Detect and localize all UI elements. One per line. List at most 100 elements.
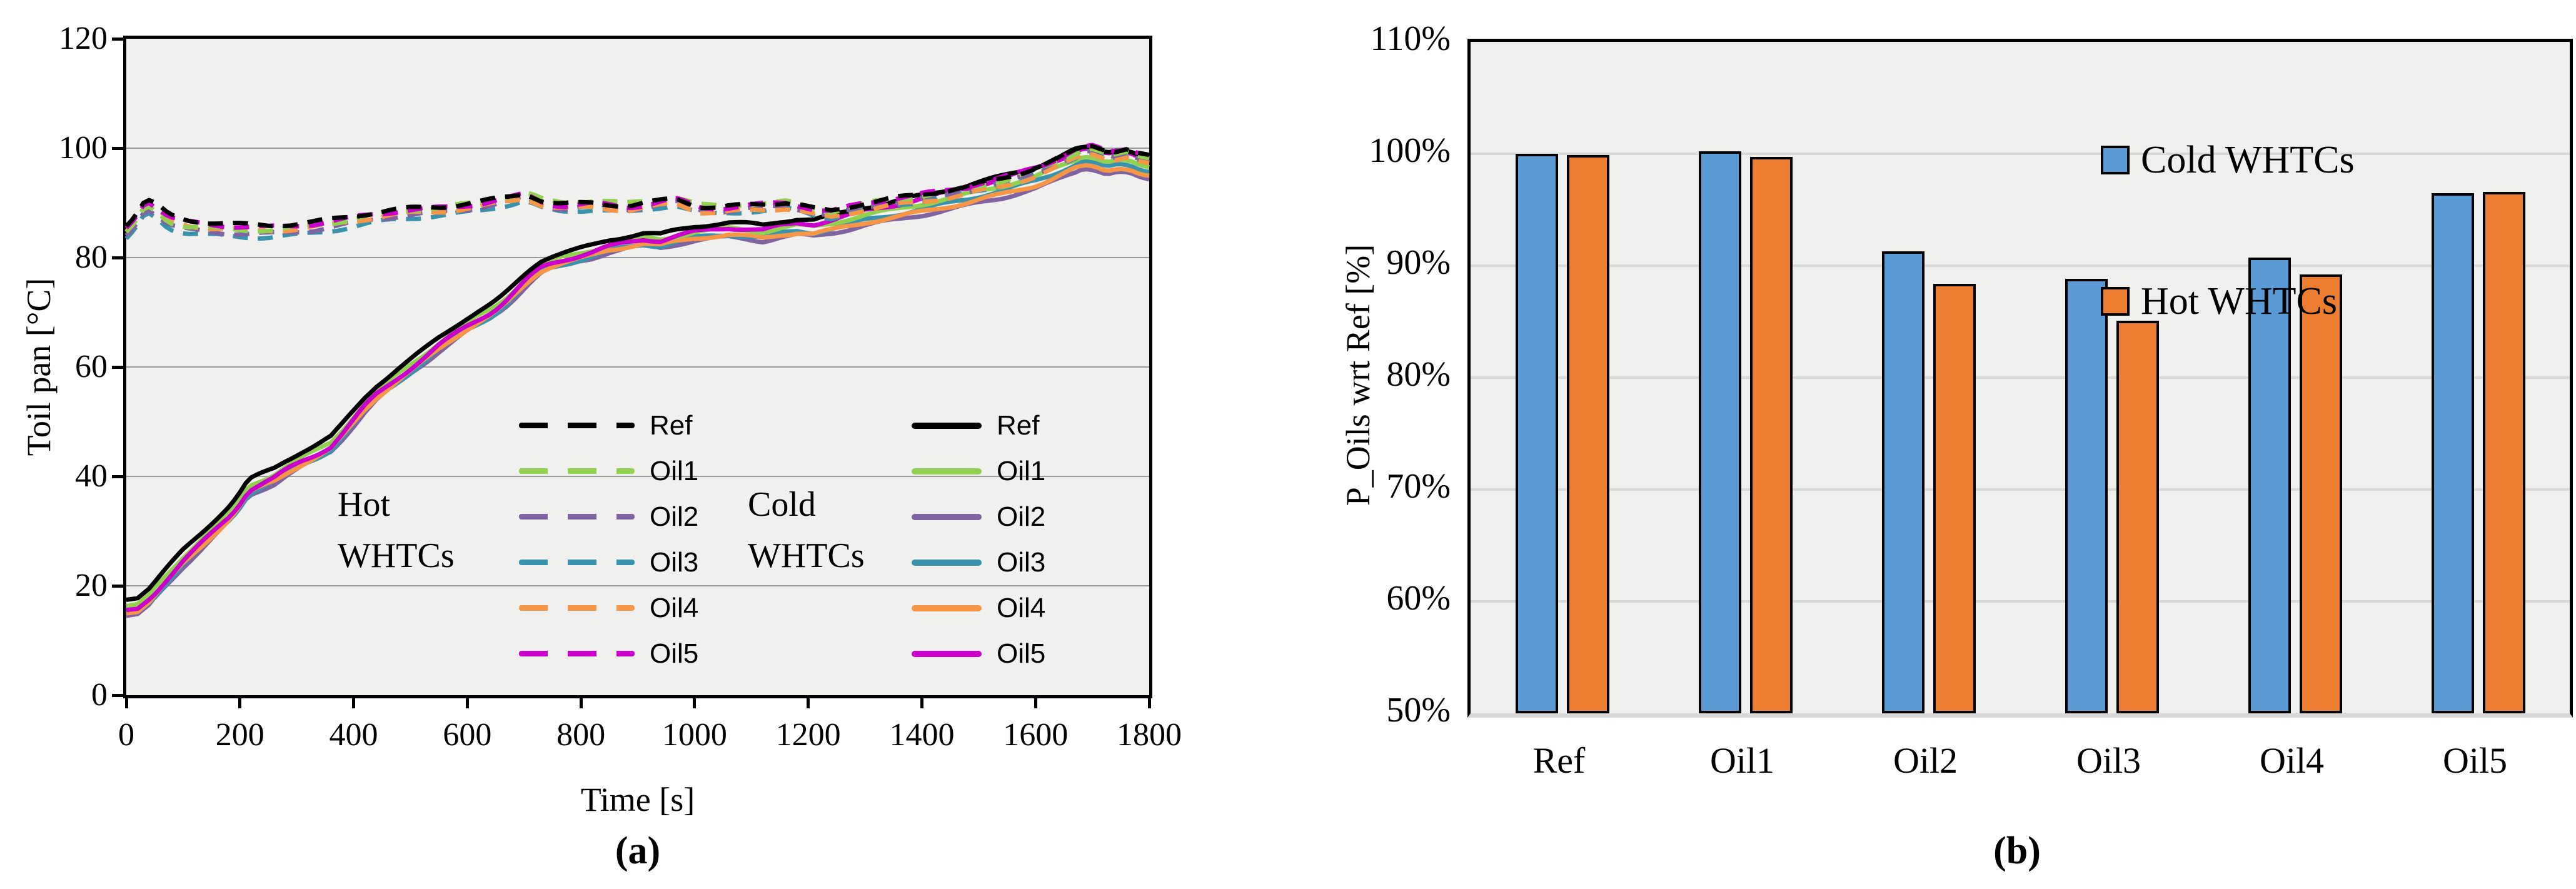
panel-b-caption: (b) — [1993, 830, 2041, 872]
legend-label: Oil1 — [997, 455, 1046, 486]
legend-label: Oil4 — [650, 592, 699, 623]
legend-label: Oil3 — [997, 546, 1046, 578]
panel-b-plot-area: Cold WHTCs Hot WHTCs — [1467, 39, 2573, 718]
panel-a-x-tick-mark — [238, 698, 242, 708]
dashed-line-swatch — [519, 651, 635, 656]
panel-a-y-tick-mark — [112, 365, 123, 369]
panel-a-x-tick-mark — [579, 698, 583, 708]
panel-b-category-label: Oil3 — [2076, 740, 2141, 781]
bar-cold-oil3 — [2065, 279, 2108, 713]
bar-cold-oil2 — [1881, 251, 1924, 713]
dashed-line-swatch — [519, 423, 635, 428]
legend-label: Oil2 — [650, 501, 699, 532]
panel-a-x-tick-mark — [1034, 698, 1037, 708]
panel-a-x-tick-mark — [693, 698, 697, 708]
hot-whtcs-legend-label: Hot WHTCs — [2141, 280, 2338, 323]
panel-a-x-axis-title: Time [s] — [580, 781, 695, 818]
panel-a-y-tick-mark — [112, 584, 123, 588]
legend-row-ref: Ref — [912, 403, 1045, 448]
panel-a-caption: (a) — [615, 830, 661, 872]
bar-cold-oil4 — [2248, 258, 2291, 713]
legend-row-oil1: Oil1 — [519, 448, 698, 494]
panel-a-x-tick-mark — [124, 698, 128, 708]
dashed-line-swatch — [519, 514, 635, 520]
legend-row-oil5: Oil5 — [912, 631, 1045, 676]
panel-a-x-tick-label: 1200 — [775, 717, 841, 753]
bar-hot-oil5 — [2482, 191, 2525, 713]
panel-b-y-tick-label: 100% — [1369, 131, 1451, 170]
panel-a-y-tick-label: 80 — [75, 239, 108, 275]
legend-label: Oil5 — [650, 638, 699, 669]
bar-cold-oil1 — [1698, 151, 1741, 713]
panel-a-x-tick-label: 1600 — [1003, 717, 1069, 753]
panel-b-gridline — [1471, 488, 2570, 491]
dashed-line-swatch — [519, 560, 635, 565]
panel-a-x-tick-label: 800 — [556, 717, 606, 753]
panel-a-y-tick-mark — [112, 256, 123, 259]
bar-hot-oil3 — [2116, 320, 2159, 713]
panel-a-x-tick-label: 400 — [329, 717, 378, 753]
panel-a-y-tick-label: 20 — [75, 568, 108, 603]
panel-a-y-tick-mark — [112, 693, 123, 697]
panel-b-category-label: Oil2 — [1893, 740, 1958, 781]
panel-b-gridline — [1471, 376, 2570, 379]
panel-a-x-tick-mark — [465, 698, 469, 708]
solid-line-swatch — [912, 513, 982, 520]
panel-b-y-tick-label: 110% — [1370, 19, 1451, 58]
legend-label: Ref — [997, 409, 1040, 441]
bar-hot-oil1 — [1749, 157, 1793, 713]
bar-hot-ref — [1566, 154, 1609, 713]
panel-a-x-tick-label: 600 — [443, 717, 492, 753]
dashed-line-swatch — [519, 468, 635, 474]
legend-row-oil3: Oil3 — [912, 540, 1045, 585]
legend-label: Oil3 — [650, 546, 699, 578]
solid-line-swatch — [912, 605, 982, 611]
series-cold-oil4 — [126, 163, 1150, 616]
legend-row-oil2: Oil2 — [912, 494, 1045, 540]
panel-a-x-tick-mark — [352, 698, 356, 708]
cold-whtcs-annotation: Cold WHTCs — [748, 485, 865, 575]
dashed-line-swatch — [519, 605, 635, 611]
solid-line-swatch — [912, 559, 982, 566]
panel-b-y-tick-label: 60% — [1386, 579, 1451, 618]
panel-b-legend-hot: Hot WHTCs — [2101, 282, 2337, 321]
solid-line-swatch — [912, 468, 982, 475]
panel-b-category-label: Ref — [1532, 740, 1586, 781]
cold-whtcs-swatch — [2101, 146, 2130, 174]
solid-line-swatch — [912, 422, 982, 429]
panel-a-y-tick-label: 60 — [75, 349, 108, 384]
panel-b-category-label: Oil5 — [2442, 740, 2508, 781]
hot-whtcs-annotation: Hot WHTCs — [338, 485, 455, 575]
legend-row-oil1: Oil1 — [912, 448, 1045, 494]
panel-a-x-tick-label: 0 — [118, 717, 134, 753]
panel-b-y-tick-label: 80% — [1386, 355, 1451, 394]
panel-a-hot-legend: Ref Oil1 Oil2 Oil3 Oil4 Oil5 — [519, 403, 698, 676]
panel-a-x-tick-label: 1400 — [889, 717, 955, 753]
bar-cold-ref — [1515, 154, 1558, 713]
bar-hot-oil4 — [2299, 274, 2342, 713]
panel-a-y-tick-mark — [112, 37, 123, 41]
panel-a-line-chart — [124, 143, 1150, 618]
panel-b-y-tick-label: 70% — [1386, 467, 1451, 506]
legend-label: Oil2 — [997, 501, 1046, 532]
series-hot-ref — [124, 144, 1150, 229]
panel-a-x-tick-label: 1800 — [1117, 717, 1182, 753]
legend-label: Oil1 — [650, 455, 699, 486]
legend-row-oil3: Oil3 — [519, 540, 698, 585]
panel-b-gridline — [1471, 600, 2570, 603]
bar-hot-oil2 — [1933, 283, 1976, 713]
legend-row-oil4: Oil4 — [519, 585, 698, 631]
legend-label: Oil4 — [997, 592, 1046, 623]
cold-whtcs-legend-label: Cold WHTCs — [2141, 139, 2355, 181]
legend-label: Ref — [650, 409, 693, 441]
bar-cold-oil5 — [2431, 193, 2474, 713]
legend-label: Oil5 — [997, 638, 1046, 669]
panel-b-legend-cold: Cold WHTCs — [2101, 141, 2355, 179]
legend-row-ref: Ref — [519, 403, 698, 448]
panel-b-gridline — [1471, 264, 2570, 267]
panel-b-gridline — [1471, 153, 2570, 155]
legend-row-oil5: Oil5 — [519, 631, 698, 676]
panel-a-x-tick-label: 200 — [215, 717, 264, 753]
panel-b-y-tick-label: 90% — [1386, 243, 1451, 282]
